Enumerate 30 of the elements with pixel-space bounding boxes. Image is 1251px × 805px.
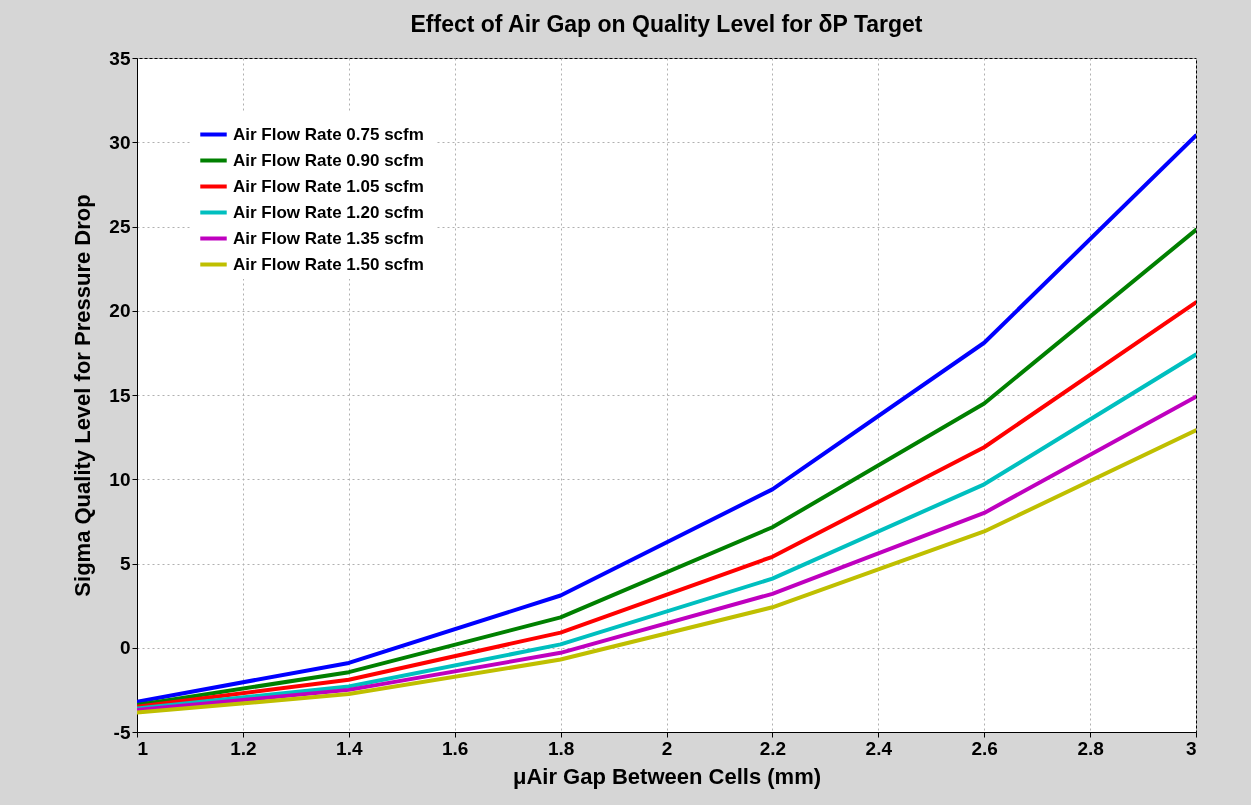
y-tick-label: 30 — [109, 131, 131, 153]
y-tick-label: 10 — [109, 468, 131, 490]
legend-label: Air Flow Rate 1.05 scfm — [233, 176, 424, 196]
legend-label: Air Flow Rate 1.35 scfm — [233, 228, 424, 248]
y-tick-label: 5 — [119, 553, 131, 574]
x-tick-label: 1 — [137, 737, 149, 759]
x-axis-title: μAir Gap Between Cells (mm) — [512, 763, 822, 789]
y-tick-label: 15 — [109, 384, 131, 406]
y-tick-label: 25 — [109, 216, 131, 237]
y-axis-title: Sigma Quality Level for Pressure Drop — [70, 194, 96, 597]
x-tick-label: 2.8 — [1077, 737, 1104, 759]
x-tick-label: 2 — [661, 737, 673, 759]
x-tick-label: 1.4 — [336, 737, 363, 759]
x-tick-label: 2.6 — [971, 737, 998, 759]
legend-label: Air Flow Rate 0.75 scfm — [233, 124, 424, 144]
x-tick-label: 1.2 — [230, 737, 257, 759]
legend-label: Air Flow Rate 1.50 scfm — [233, 254, 424, 274]
x-tick-label: 2.2 — [759, 737, 787, 759]
y-tick-label: 20 — [109, 300, 131, 322]
x-tick-label: 1.6 — [441, 737, 469, 759]
legend-label: Air Flow Rate 1.20 scfm — [233, 202, 424, 222]
x-tick-label: 1.8 — [547, 737, 575, 759]
legend-label: Air Flow Rate 0.90 scfm — [233, 150, 424, 170]
line-series — [137, 227, 1196, 708]
y-tick-label: 35 — [109, 47, 131, 69]
x-tick-label: 3 — [1185, 737, 1197, 759]
chart-title: Effect of Air Gap on Quality Level for δP Target — [410, 11, 923, 37]
y-tick-label: -5 — [113, 721, 131, 743]
x-tick-label: 2.4 — [865, 737, 893, 759]
y-tick-label: 0 — [119, 637, 131, 659]
